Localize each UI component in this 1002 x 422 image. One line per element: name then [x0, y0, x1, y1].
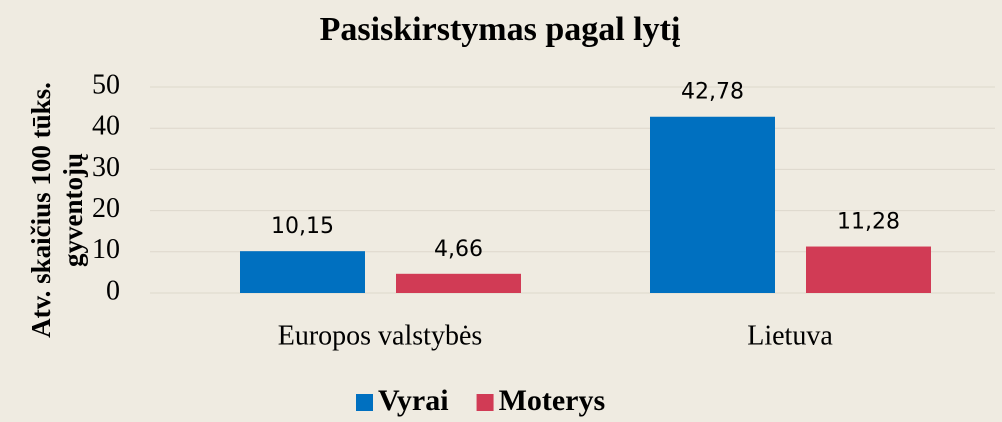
chart-title: Pasiskirstymas pagal lytį [320, 11, 681, 48]
legend-swatch [476, 394, 494, 411]
bar [240, 251, 365, 293]
bar [650, 116, 775, 293]
y-tick-label: 40 [92, 111, 120, 142]
y-axis-label: gyventojų [58, 153, 88, 267]
data-label: 42,78 [681, 80, 744, 105]
y-tick-label: 0 [106, 275, 120, 306]
data-label: 11,28 [837, 210, 900, 235]
data-label: 10,15 [271, 214, 334, 239]
data-label: 4,66 [434, 237, 483, 262]
bar [806, 246, 931, 293]
y-tick-label: 50 [92, 69, 120, 100]
y-tick-label: 20 [92, 193, 120, 224]
legend-label: Vyrai [378, 384, 449, 417]
y-axis-label: Atv. skaičius 100 tūks. [26, 82, 56, 338]
legend-label: Moterys [499, 384, 606, 417]
bar [396, 273, 521, 293]
y-tick-label: 30 [92, 152, 120, 183]
x-tick-label: Europos valstybės [278, 320, 483, 351]
legend-swatch [356, 394, 373, 411]
x-tick-label: Lietuva [747, 320, 833, 351]
y-tick-label: 10 [92, 234, 120, 265]
